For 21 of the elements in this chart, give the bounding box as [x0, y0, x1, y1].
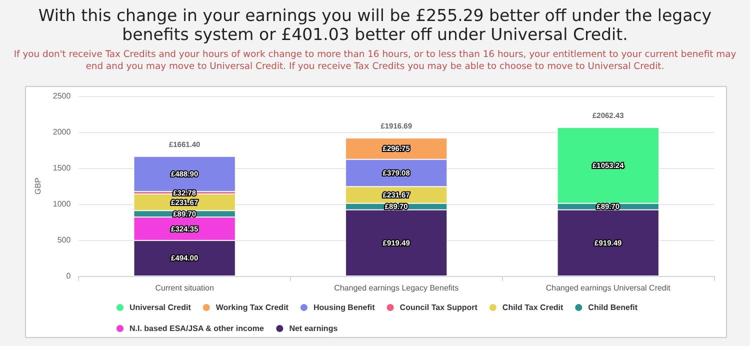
- x-tick-label: Changed earnings Universal Credit: [546, 284, 672, 292]
- chart-title: With this change in your earnings you will be £255.29 better off under the legacy benefits system or £401.03 better off under Universal Credit.: [37, 6, 713, 44]
- legend-label: Working Tax Credit: [216, 303, 289, 312]
- y-tick-label: 500: [57, 236, 72, 244]
- y-tick-label: 0: [66, 272, 72, 280]
- y-axis-title: GBP: [34, 178, 42, 194]
- legend-label: Council Tax Support: [400, 303, 478, 312]
- legend-label: Child Benefit: [588, 303, 638, 312]
- x-tick-label: Changed earnings Legacy Benefits: [334, 284, 459, 292]
- legend-label: Child Tax Credit: [502, 303, 564, 312]
- x-tick-label: Current situation: [155, 284, 214, 292]
- legend-label: Housing Benefit: [313, 303, 376, 312]
- legend-label: Universal Credit: [130, 303, 192, 312]
- y-tick-label: 1500: [52, 164, 72, 172]
- y-tick-label: 1000: [52, 200, 72, 208]
- y-tick-label: 2000: [52, 128, 72, 136]
- legend-label: N.I. based ESA/JSA & other income: [130, 324, 264, 333]
- chart-subtitle: If you don't receive Tax Credits and your hours of work change to more than 16 hours, or to less than 16 hours, your entitlement to your current benefit may end and you may move to Universal Credit. If you receive Tax Credits you may be able to choose to move to Universal Credit.: [12, 49, 738, 73]
- bar: [134, 156, 236, 192]
- legend-label: Net earnings: [289, 324, 338, 333]
- y-tick-label: 2500: [52, 92, 72, 100]
